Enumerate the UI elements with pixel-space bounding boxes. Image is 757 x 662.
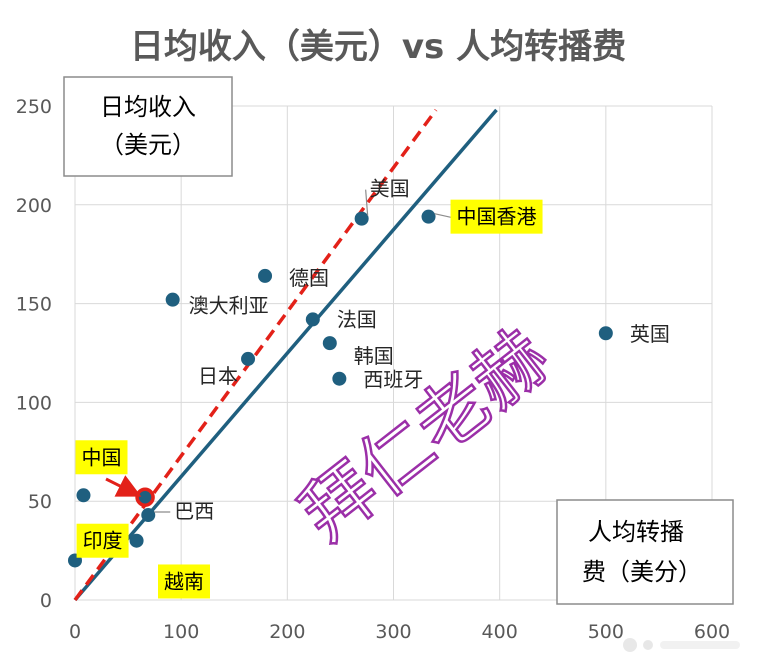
watermark: 拜仁老赫 bbox=[285, 314, 564, 558]
point-label: 澳大利亚 bbox=[189, 294, 269, 318]
x-axis-title-line-1: 人均转播 bbox=[588, 518, 684, 546]
data-point bbox=[598, 326, 613, 341]
point-label: 西班牙 bbox=[363, 368, 423, 392]
trend-line bbox=[73, 108, 498, 602]
point-label: 越南 bbox=[164, 569, 204, 593]
x-tick-label: 100 bbox=[163, 621, 199, 643]
x-tick-label: 200 bbox=[269, 621, 305, 643]
y-axis-title-line-2: （美元） bbox=[100, 131, 196, 159]
label-highlight bbox=[158, 564, 210, 599]
y-tick-label: 250 bbox=[16, 96, 52, 118]
y-tick-label: 200 bbox=[16, 195, 52, 217]
x-tick-label: 500 bbox=[588, 621, 624, 643]
point-label: 印度 bbox=[83, 529, 123, 553]
x-tick-label: 600 bbox=[694, 621, 730, 643]
label-leader-line bbox=[434, 213, 453, 219]
data-point bbox=[129, 533, 144, 548]
data-point bbox=[258, 268, 273, 283]
data-point bbox=[241, 351, 256, 366]
y-axis-title-line-1: 日均收入 bbox=[100, 93, 196, 121]
point-label: 巴西 bbox=[174, 499, 214, 523]
point-label: 中国香港 bbox=[457, 205, 537, 229]
marked-point bbox=[135, 487, 155, 507]
x-tick-label: 400 bbox=[482, 621, 518, 643]
data-point bbox=[76, 488, 91, 503]
data-point bbox=[165, 292, 180, 307]
point-label: 英国 bbox=[630, 322, 670, 346]
chart-title: 日均收入（美元）vs 人均转播费 bbox=[130, 27, 626, 67]
label-leader-line bbox=[365, 189, 369, 216]
data-point bbox=[421, 209, 436, 224]
data-point bbox=[322, 336, 337, 351]
point-label: 美国 bbox=[370, 177, 410, 201]
x-tick-label: 300 bbox=[375, 621, 411, 643]
x-axis-title-line-2: 费（美分） bbox=[582, 558, 702, 586]
point-label: 中国 bbox=[81, 445, 121, 469]
data-point bbox=[354, 211, 369, 226]
label-highlight bbox=[450, 199, 543, 234]
point-label: 德国 bbox=[289, 266, 329, 290]
reference-lines bbox=[73, 108, 498, 602]
data-point bbox=[305, 312, 320, 327]
annotation-arrow bbox=[105, 475, 142, 497]
x-tick-label: 0 bbox=[69, 621, 81, 643]
data-point bbox=[332, 371, 347, 386]
y-axis-title: 日均收入 （美元） bbox=[63, 76, 233, 177]
point-label: 韩国 bbox=[354, 344, 394, 368]
y-tick-label: 50 bbox=[28, 491, 52, 513]
corner-watermark-icon bbox=[623, 638, 740, 652]
dashed-reference-line bbox=[73, 108, 438, 602]
data-point bbox=[141, 508, 156, 523]
label-highlight bbox=[75, 440, 128, 475]
point-label: 法国 bbox=[337, 307, 377, 331]
point-label: 日本 bbox=[198, 364, 238, 388]
y-tick-label: 150 bbox=[16, 294, 52, 316]
x-axis-title: 人均转播 费（美分） bbox=[556, 499, 734, 605]
y-tick-label: 0 bbox=[40, 590, 52, 612]
label-highlight bbox=[76, 523, 129, 558]
y-tick-label: 100 bbox=[16, 392, 52, 414]
tick-labels: 0 50 100 150 200 250 0 100 200 300 400 500 600 bbox=[16, 96, 730, 643]
